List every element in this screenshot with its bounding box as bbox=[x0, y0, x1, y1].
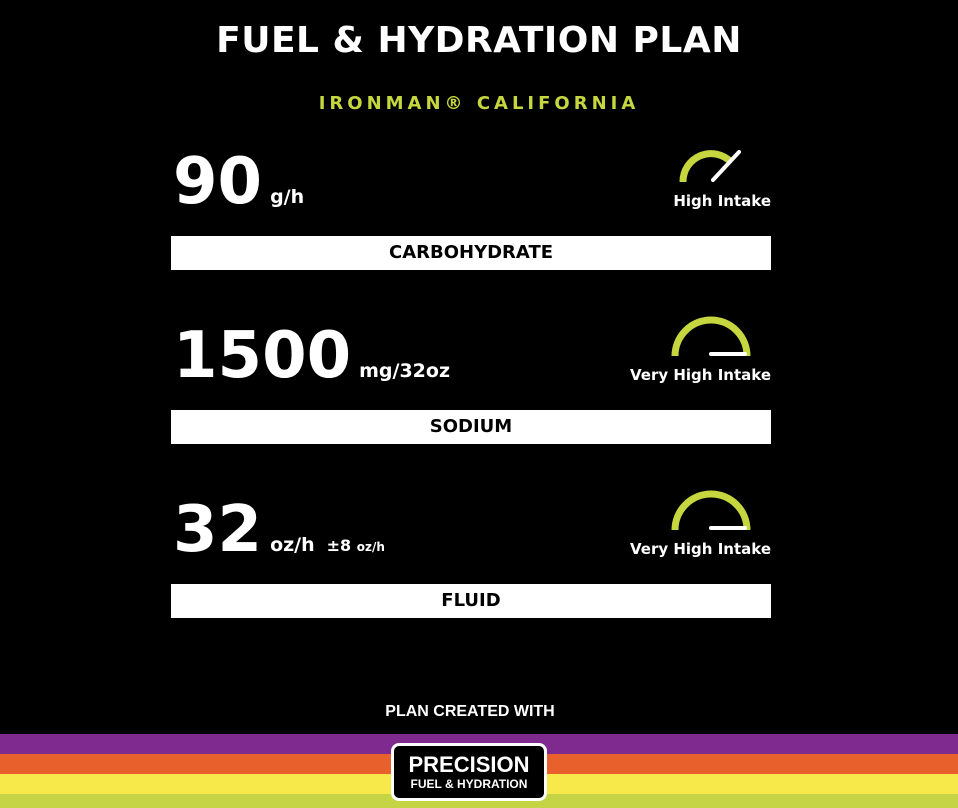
metric-label-bar: SODIUM bbox=[171, 410, 771, 444]
gauge-high-icon bbox=[679, 150, 741, 183]
intake-gauge: High Intake bbox=[631, 138, 771, 218]
metric-value: 32 oz/h ±8 oz/h bbox=[173, 493, 385, 567]
precision-logo: PRECISION FUEL & HYDRATION bbox=[391, 743, 547, 801]
metric-label-bar: FLUID bbox=[171, 584, 771, 618]
gauge-very-high-icon bbox=[671, 490, 751, 531]
metric-value: 1500 mg/32oz bbox=[173, 319, 451, 393]
metric-value: 90 g/h bbox=[173, 145, 305, 219]
intake-gauge: Very High Intake bbox=[630, 486, 771, 566]
fluid-metric: 32 oz/h ±8 oz/h Very High Intake FLUID bbox=[171, 490, 771, 618]
intake-label: Very High Intake bbox=[630, 366, 771, 384]
created-with-text: PLAN CREATED WITH bbox=[385, 703, 555, 720]
sodium-metric: 1500 mg/32oz Very High Intake SODIUM bbox=[171, 316, 771, 444]
metric-unit: mg/32oz bbox=[359, 360, 451, 382]
intake-label: Very High Intake bbox=[630, 540, 771, 558]
event-name: IRONMAN® CALIFORNIA bbox=[318, 93, 640, 114]
metric-unit: g/h bbox=[270, 186, 305, 208]
metric-unit: oz/h bbox=[270, 534, 315, 556]
logo-line1: PRECISION bbox=[408, 752, 530, 777]
stripe-green bbox=[0, 794, 958, 808]
logo-line2: FUEL & HYDRATION bbox=[410, 777, 528, 791]
metric-range: ±8 oz/h bbox=[326, 536, 385, 555]
carbohydrate-metric: 90 g/h High Intake CARBOHYDRATE bbox=[171, 150, 771, 270]
intake-gauge: Very High Intake bbox=[630, 312, 771, 392]
page-title: FUEL & HYDRATION PLAN bbox=[216, 20, 742, 61]
gauge-very-high-icon bbox=[671, 316, 751, 357]
metric-label-bar: CARBOHYDRATE bbox=[171, 236, 771, 270]
intake-label: High Intake bbox=[673, 192, 771, 210]
